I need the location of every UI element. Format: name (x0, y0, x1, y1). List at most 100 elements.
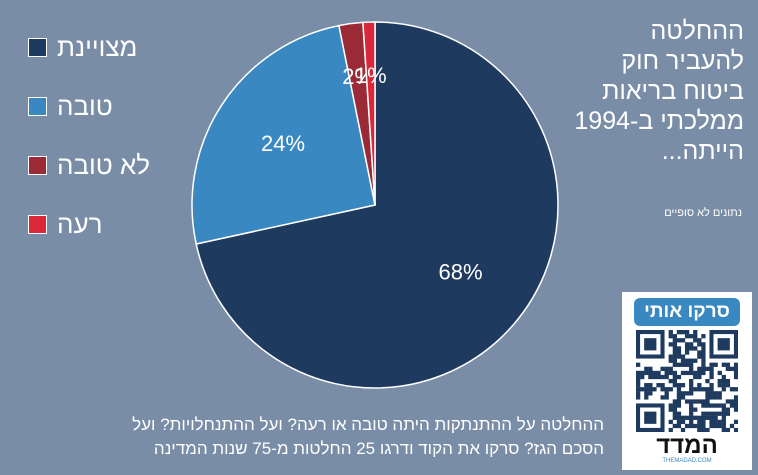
qr-module (709, 403, 714, 408)
qr-module (733, 403, 738, 408)
qr-module (668, 354, 673, 359)
qr-module (725, 411, 731, 416)
qr-module (672, 383, 677, 388)
qr-module (725, 427, 731, 432)
qr-module (689, 415, 694, 420)
pie-slice (195, 21, 559, 389)
qr-module (668, 370, 673, 376)
qr-module (648, 387, 653, 392)
qr-module (636, 362, 641, 367)
qr-module (701, 403, 706, 408)
qr-module (721, 403, 726, 408)
qr-module (680, 370, 686, 376)
qr-finder (717, 338, 730, 351)
qr-module (733, 374, 738, 380)
qr-module (713, 362, 718, 367)
qr-module (689, 378, 694, 384)
qr-module (672, 354, 677, 359)
qr-module (636, 395, 641, 400)
qr-module (644, 387, 649, 392)
qr-module (697, 415, 702, 420)
qr-module (709, 370, 714, 376)
qr-module (697, 370, 702, 376)
qr-module (713, 415, 718, 420)
qr-module (689, 391, 694, 396)
legend-item: לא טובה (28, 136, 150, 195)
qr-module (701, 399, 706, 404)
qr-module (684, 334, 690, 339)
qr-module (680, 419, 686, 425)
qr-module (680, 330, 686, 335)
qr-module (725, 407, 731, 412)
qr-module (672, 403, 677, 408)
qr-module (729, 387, 735, 392)
legend-label: מצויינת (57, 32, 138, 62)
qr-module (648, 391, 653, 396)
qr-module (705, 411, 710, 416)
qr-module (668, 342, 673, 347)
qr-module (644, 391, 649, 396)
qr-module (713, 423, 718, 429)
legend-swatch (28, 97, 47, 116)
qr-module (684, 415, 690, 420)
qr-module (709, 419, 714, 425)
qr-module (684, 362, 690, 367)
qr-module (717, 391, 722, 396)
qr-module (693, 399, 698, 404)
qr-module (693, 415, 698, 420)
qr-module (676, 403, 682, 408)
qr-module (680, 354, 686, 359)
qr-module (672, 399, 677, 404)
qr-module (676, 395, 682, 400)
qr-module (717, 419, 722, 425)
qr-module (725, 399, 731, 404)
qr-module (693, 374, 698, 380)
qr-module (721, 427, 726, 432)
qr-code (636, 330, 738, 432)
qr-module (705, 391, 710, 396)
qr-module (640, 374, 645, 380)
qr-module (660, 374, 665, 380)
qr-module (721, 423, 726, 429)
qr-module (664, 370, 669, 376)
title-line: ההחלטה (650, 17, 744, 45)
qr-module (689, 334, 694, 339)
qr-module (680, 358, 686, 363)
qr-module (705, 387, 710, 392)
qr-module (676, 411, 682, 416)
qr-module (733, 419, 738, 425)
qr-module (644, 370, 649, 376)
qr-module (689, 370, 694, 376)
qr-module (680, 415, 686, 420)
qr-module (689, 362, 694, 367)
qr-module (660, 395, 665, 400)
qr-module (652, 387, 657, 392)
qr-module (648, 383, 653, 388)
qr-module (717, 403, 722, 408)
qr-module (636, 391, 641, 396)
qr-module (676, 350, 682, 355)
qr-module (701, 387, 706, 392)
qr-module (713, 419, 718, 425)
qr-module (701, 362, 706, 367)
qr-module (672, 374, 677, 380)
qr-module (709, 395, 714, 400)
qr-module (684, 346, 690, 351)
qr-module (676, 346, 682, 351)
qr-module (684, 391, 690, 396)
qr-module (693, 407, 698, 412)
qr-module (664, 395, 669, 400)
qr-module (689, 387, 694, 392)
title-line: הייתה... (661, 137, 744, 165)
qr-module (656, 374, 661, 380)
qr-module (693, 370, 698, 376)
qr-module (697, 374, 702, 380)
qr-module (648, 374, 653, 380)
qr-module (733, 370, 738, 376)
qr-module (636, 370, 641, 376)
qr-module (672, 350, 677, 355)
title-line: ממלכתי ב-1994 (574, 107, 744, 135)
qr-module (684, 423, 690, 429)
legend-item: טובה (28, 77, 150, 136)
qr-module (705, 427, 710, 432)
